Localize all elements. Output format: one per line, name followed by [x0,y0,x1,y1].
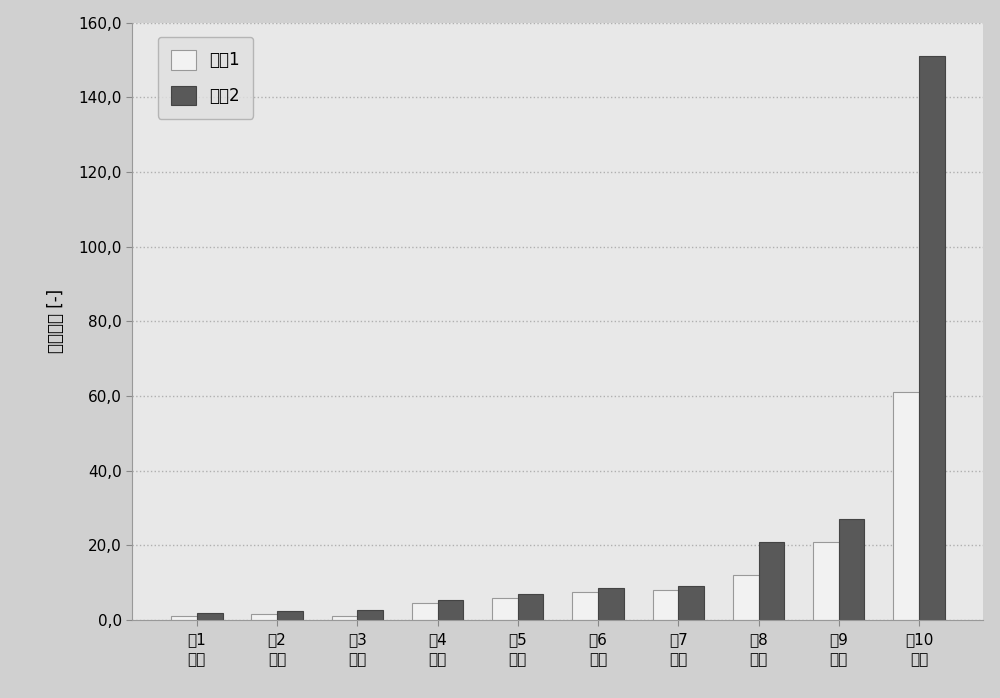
Bar [759,542,784,620]
Bar [678,586,704,620]
Bar [197,613,223,620]
Bar [813,542,839,620]
Y-axis label: 净化因子 [-]: 净化因子 [-] [47,289,65,353]
Bar [733,575,759,620]
Bar [492,597,518,620]
Bar [572,592,598,620]
Bar [653,591,678,620]
Bar [332,616,357,620]
Bar [839,519,864,620]
Bar [598,588,624,620]
Bar [171,616,197,620]
Bar [438,600,463,620]
Bar [277,611,303,620]
Legend: 样哈1, 样哈2: 样哈1, 样哈2 [158,37,253,119]
Bar [357,609,383,620]
Bar [919,57,945,620]
Bar [412,603,438,620]
Bar [893,392,919,620]
Bar [251,614,277,620]
Bar [518,594,543,620]
